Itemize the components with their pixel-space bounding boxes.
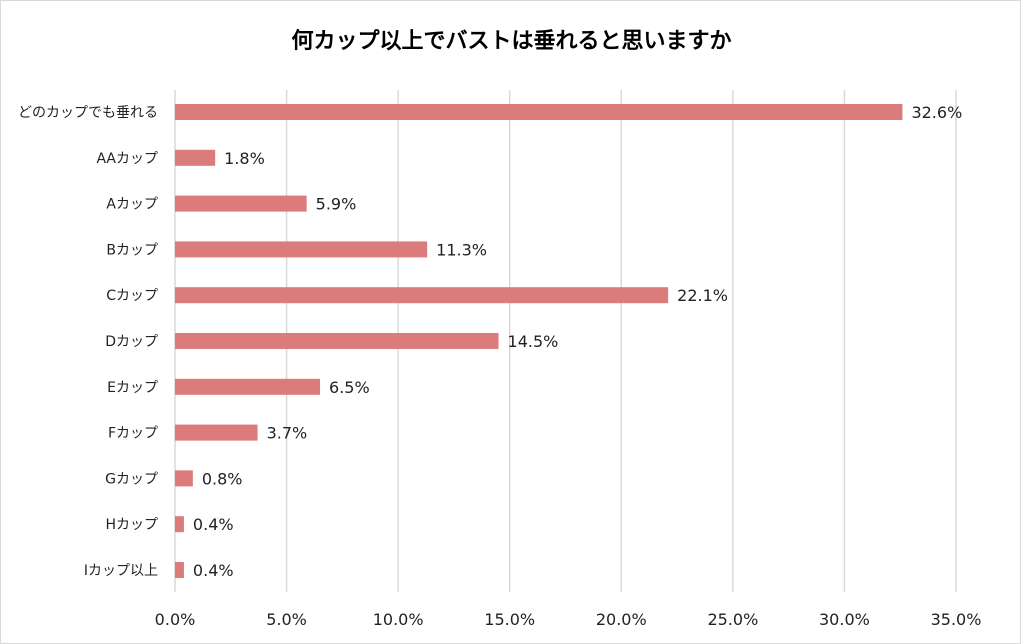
- chart-title: 何カップ以上でバストは垂れると思いますか: [291, 29, 732, 54]
- bar-5: [175, 333, 499, 349]
- category-label-5: Dカップ: [105, 334, 158, 350]
- bar-9: [175, 516, 184, 533]
- value-label-2: 5.9%: [316, 195, 357, 214]
- bar-0: [175, 104, 903, 120]
- bar-4: [175, 287, 669, 304]
- category-label-7: Fカップ: [108, 426, 158, 442]
- bar-8: [175, 470, 193, 487]
- bar-2: [175, 195, 307, 212]
- category-label-10: Iカップ以上: [84, 563, 158, 579]
- category-label-2: Aカップ: [106, 197, 158, 213]
- x-tick-label-5: 25.0%: [707, 610, 758, 629]
- value-label-10: 0.4%: [193, 561, 234, 580]
- x-tick-label-3: 15.0%: [484, 610, 535, 629]
- value-label-1: 1.8%: [224, 149, 265, 168]
- category-label-9: Hカップ: [105, 517, 158, 533]
- value-label-3: 11.3%: [436, 240, 487, 259]
- bar-3: [175, 241, 428, 258]
- value-label-6: 6.5%: [329, 378, 370, 397]
- x-tick-label-7: 35.0%: [931, 610, 982, 629]
- bar-6: [175, 378, 321, 395]
- category-label-6: Eカップ: [107, 380, 158, 396]
- value-label-9: 0.4%: [193, 515, 234, 534]
- value-label-4: 22.1%: [677, 286, 728, 305]
- category-label-3: Bカップ: [106, 242, 158, 258]
- bar-1: [175, 149, 216, 166]
- x-tick-label-6: 30.0%: [819, 610, 870, 629]
- value-label-8: 0.8%: [202, 469, 243, 488]
- category-label-0: どのカップでも垂れる: [18, 105, 158, 121]
- category-label-1: AAカップ: [96, 151, 158, 167]
- x-tick-label-0: 0.0%: [155, 610, 196, 629]
- value-label-5: 14.5%: [508, 332, 559, 351]
- bar-10: [175, 562, 184, 578]
- x-tick-label-2: 10.0%: [373, 610, 424, 629]
- bar-7: [175, 424, 258, 441]
- x-tick-label-1: 5.0%: [266, 610, 307, 629]
- value-label-0: 32.6%: [911, 103, 962, 122]
- x-tick-label-4: 20.0%: [596, 610, 647, 629]
- value-label-7: 3.7%: [267, 424, 308, 443]
- category-label-8: Gカップ: [105, 471, 158, 487]
- category-label-4: Cカップ: [106, 288, 158, 304]
